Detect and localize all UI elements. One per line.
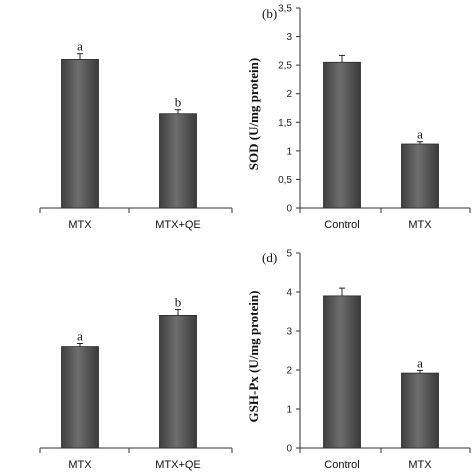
x-category-label: Control bbox=[324, 459, 359, 471]
y-tick-label: 3 bbox=[286, 32, 292, 43]
x-category-label: MTX bbox=[68, 459, 92, 471]
significance-letter: a bbox=[417, 355, 423, 370]
y-axis-title: SOD (U/mg protein) bbox=[246, 58, 261, 170]
x-category-label: MTX bbox=[68, 219, 92, 231]
bar bbox=[159, 113, 197, 209]
y-tick-label: 2 bbox=[286, 89, 292, 100]
y-tick-label: 0,5 bbox=[278, 175, 292, 186]
bar bbox=[401, 372, 439, 449]
x-category-label: MTX+QE bbox=[155, 459, 201, 471]
panel-c-chart: a MTX b MTX+QE bbox=[39, 295, 233, 471]
significance-letter: b bbox=[175, 95, 182, 110]
y-axis-title: GSH-Px (U/mg protein) bbox=[246, 291, 261, 423]
bar bbox=[323, 61, 361, 209]
bar bbox=[159, 314, 197, 449]
y-tick-label: 4 bbox=[286, 288, 292, 299]
x-category-label: MTX bbox=[408, 219, 432, 231]
significance-letter: a bbox=[417, 127, 423, 142]
y-tick-label: 2 bbox=[286, 366, 292, 377]
panel-label: (b) bbox=[262, 6, 277, 21]
x-category-label: MTX+QE bbox=[155, 219, 201, 231]
y-tick-label: 0 bbox=[286, 204, 292, 215]
y-tick-label: 3 bbox=[286, 327, 292, 338]
y-tick-label: 1 bbox=[286, 146, 292, 157]
bar bbox=[323, 295, 361, 449]
panel-label: (d) bbox=[262, 250, 277, 265]
y-tick-label: 0 bbox=[286, 444, 292, 455]
y-tick-label: 3,5 bbox=[278, 4, 292, 15]
y-tick-label: 1 bbox=[286, 405, 292, 416]
x-category-label: MTX bbox=[408, 459, 432, 471]
significance-letter: a bbox=[77, 39, 83, 54]
bar bbox=[61, 346, 99, 449]
panel-b-chart: 0 0,5 1 1,5 2 2,5 3 3,5 SOD (U/mg protein) (b) Con… bbox=[246, 4, 471, 231]
bar bbox=[401, 143, 439, 209]
significance-letter: b bbox=[175, 295, 182, 310]
y-tick-label: 5 bbox=[286, 249, 292, 260]
y-tick-label: 2,5 bbox=[278, 61, 292, 72]
panel-d-chart: 0 1 2 3 4 5 GSH-Px (U/mg protein) (d) Control a MT… bbox=[246, 249, 471, 471]
y-tick-label: 1,5 bbox=[278, 118, 292, 129]
significance-letter: a bbox=[77, 328, 83, 343]
x-category-label: Control bbox=[324, 219, 359, 231]
bar bbox=[61, 59, 99, 209]
panel-a-chart: a MTX b MTX+QE bbox=[39, 39, 233, 231]
